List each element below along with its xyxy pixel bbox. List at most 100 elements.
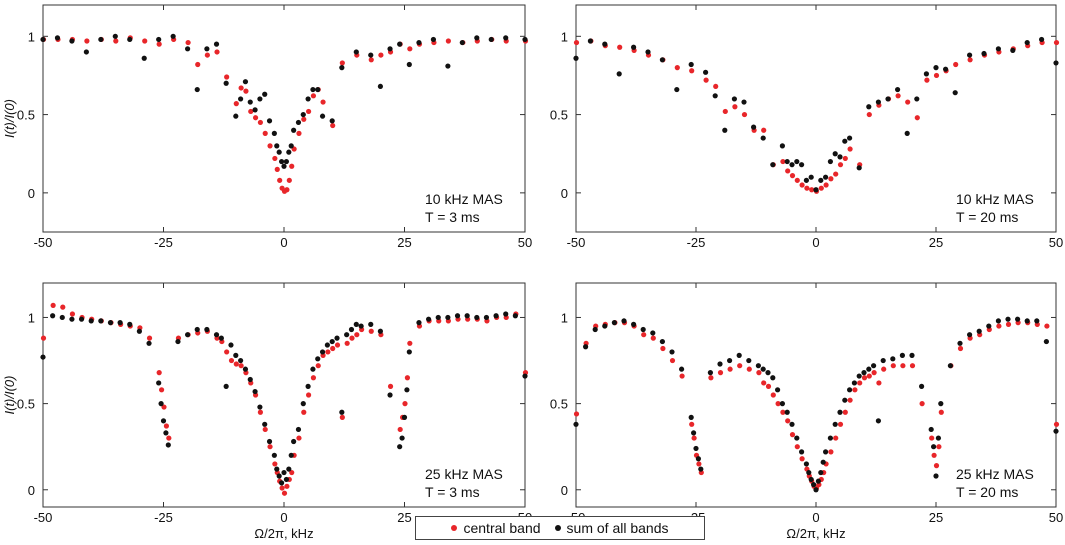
- point-central-band: [161, 404, 167, 410]
- point-sum-of-all-bands: [158, 401, 164, 407]
- x-tick-label: 0: [812, 235, 819, 250]
- point-sum-of-all-bands: [459, 39, 465, 46]
- point-central-band: [301, 116, 307, 122]
- point-sum-of-all-bands: [266, 438, 273, 445]
- point-sum-of-all-bands: [967, 332, 973, 338]
- point-central-band: [349, 335, 355, 341]
- point-sum-of-all-bands: [741, 99, 747, 105]
- point-central-band: [163, 423, 170, 429]
- point-central-band: [828, 449, 834, 455]
- point-central-band: [301, 409, 307, 415]
- point-central-band: [746, 366, 752, 372]
- point-central-band: [296, 435, 302, 441]
- point-sum-of-all-bands: [488, 36, 494, 43]
- point-sum-of-all-bands: [811, 482, 817, 488]
- point-sum-of-all-bands: [247, 99, 253, 105]
- point-sum-of-all-bands: [278, 158, 285, 165]
- series-sum-of-all-bands: [40, 33, 528, 169]
- x-tick-label: 50: [1049, 510, 1063, 525]
- point-sum-of-all-bands: [722, 127, 728, 133]
- point-sum-of-all-bands: [842, 138, 848, 144]
- legend-item-central-band: central band: [451, 520, 541, 536]
- point-sum-of-all-bands: [69, 316, 75, 322]
- point-sum-of-all-bands: [957, 340, 963, 346]
- point-central-band: [267, 444, 273, 450]
- point-sum-of-all-bands: [712, 93, 718, 99]
- point-sum-of-all-bands: [426, 316, 432, 322]
- point-sum-of-all-bands: [823, 174, 829, 180]
- point-sum-of-all-bands: [445, 63, 451, 69]
- point-central-band: [407, 340, 413, 346]
- point-sum-of-all-bands: [616, 71, 622, 77]
- x-tick-label: 0: [812, 510, 819, 525]
- point-central-band: [669, 357, 676, 364]
- point-sum-of-all-bands: [573, 421, 579, 427]
- point-sum-of-all-bands: [344, 332, 350, 338]
- legend-label-sum-of-all-bands: sum of all bands: [566, 520, 669, 536]
- point-sum-of-all-bands: [40, 354, 46, 360]
- point-sum-of-all-bands: [952, 90, 958, 96]
- point-central-band: [1053, 421, 1060, 427]
- point-sum-of-all-bands: [611, 320, 618, 326]
- point-sum-of-all-bands: [779, 143, 786, 149]
- panel-annotation-line-2: T = 3 ms: [425, 484, 480, 500]
- point-sum-of-all-bands: [404, 387, 410, 393]
- point-central-band: [938, 409, 944, 415]
- point-central-band: [339, 60, 345, 66]
- point-sum-of-all-bands: [698, 466, 704, 472]
- point-sum-of-all-bands: [416, 39, 422, 46]
- panel-annotation-line-2: T = 3 ms: [425, 209, 480, 225]
- point-central-band: [660, 345, 666, 352]
- point-sum-of-all-bands: [283, 476, 290, 483]
- point-sum-of-all-bands: [717, 361, 723, 367]
- point-central-band: [320, 99, 326, 105]
- point-sum-of-all-bands: [827, 435, 834, 441]
- point-sum-of-all-bands: [281, 163, 287, 169]
- point-central-band: [852, 387, 858, 393]
- panel-annotation-line-2: T = 20 ms: [956, 484, 1018, 500]
- point-sum-of-all-bands: [175, 338, 181, 345]
- point-central-band: [387, 383, 394, 389]
- point-central-band: [289, 469, 295, 476]
- point-central-band: [262, 130, 268, 136]
- point-sum-of-all-bands: [837, 409, 843, 415]
- point-sum-of-all-bands: [981, 50, 987, 57]
- point-sum-of-all-bands: [755, 363, 762, 369]
- x-tick-label: -50: [34, 235, 53, 250]
- point-sum-of-all-bands: [995, 46, 1002, 52]
- point-central-band: [722, 108, 728, 115]
- point-sum-of-all-bands: [813, 487, 819, 493]
- point-sum-of-all-bands: [847, 135, 853, 141]
- point-sum-of-all-bands: [751, 124, 757, 130]
- point-central-band: [823, 182, 829, 188]
- point-central-band: [274, 166, 280, 172]
- panel-1: -50 -25 0 25 50 0 0.5 1 I(t)/I(0) 10 kHz MAS T = 3…: [2, 4, 532, 250]
- point-central-band: [84, 38, 90, 44]
- point-sum-of-all-bands: [866, 366, 872, 372]
- point-sum-of-all-bands: [760, 366, 766, 372]
- point-sum-of-all-bands: [659, 57, 666, 63]
- point-central-band: [799, 182, 805, 188]
- point-sum-of-all-bands: [305, 383, 311, 389]
- panel-annotation-line-2: T = 20 ms: [956, 209, 1018, 225]
- point-sum-of-all-bands: [1010, 47, 1016, 54]
- point-sum-of-all-bands: [967, 52, 973, 58]
- point-central-band: [334, 342, 341, 348]
- point-sum-of-all-bands: [262, 421, 268, 427]
- point-central-band: [310, 93, 317, 99]
- point-central-band: [650, 335, 656, 341]
- x-tick-label: 25: [929, 510, 943, 525]
- x-tick-label: 50: [518, 235, 532, 250]
- point-sum-of-all-bands: [319, 349, 326, 355]
- point-sum-of-all-bands: [262, 91, 268, 97]
- point-sum-of-all-bands: [163, 430, 169, 436]
- point-sum-of-all-bands: [803, 177, 810, 183]
- point-sum-of-all-bands: [587, 38, 594, 44]
- point-sum-of-all-bands: [703, 69, 709, 75]
- point-sum-of-all-bands: [274, 143, 280, 149]
- point-sum-of-all-bands: [397, 444, 403, 450]
- point-sum-of-all-bands: [895, 86, 901, 93]
- x-tick-label: 25: [929, 235, 943, 250]
- point-central-band: [404, 375, 411, 381]
- point-sum-of-all-bands: [127, 321, 133, 327]
